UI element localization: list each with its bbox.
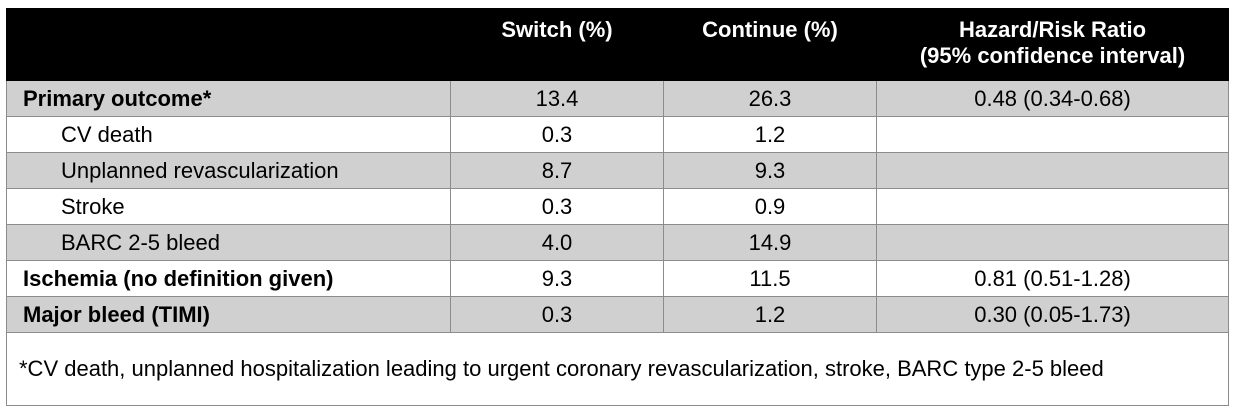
switch-value: 9.3 <box>450 260 664 297</box>
table-row-major-bleed: Major bleed (TIMI) 0.3 1.2 0.30 (0.05-1.… <box>6 296 1229 333</box>
row-label: Stroke <box>6 188 451 225</box>
ratio-value: 0.48 (0.34-0.68) <box>876 80 1229 117</box>
row-label: Primary outcome* <box>6 80 451 117</box>
row-label: CV death <box>6 116 451 153</box>
table-row-cv-death: CV death 0.3 1.2 <box>6 116 1229 153</box>
switch-value: 4.0 <box>450 224 664 261</box>
header-switch: Switch (%) <box>450 8 664 81</box>
table-row-primary-outcome: Primary outcome* 13.4 26.3 0.48 (0.34-0.… <box>6 80 1229 117</box>
row-label: Unplanned revascularization <box>6 152 451 189</box>
header-ratio-line1: Hazard/Risk Ratio <box>958 17 1147 42</box>
continue-value: 1.2 <box>663 296 877 333</box>
table-header: Switch (%) Continue (%) Hazard/Risk Rati… <box>6 8 1229 81</box>
switch-value: 0.3 <box>450 188 664 225</box>
switch-value: 8.7 <box>450 152 664 189</box>
table-row-stroke: Stroke 0.3 0.9 <box>6 188 1229 225</box>
continue-value: 14.9 <box>663 224 877 261</box>
switch-value: 0.3 <box>450 296 664 333</box>
table-row-unplanned-revascularization: Unplanned revascularization 8.7 9.3 <box>6 152 1229 189</box>
row-label: Major bleed (TIMI) <box>6 296 451 333</box>
continue-value: 9.3 <box>663 152 877 189</box>
header-row: Switch (%) Continue (%) Hazard/Risk Rati… <box>6 8 1229 81</box>
ratio-value <box>876 188 1229 225</box>
table-row-barc-bleed: BARC 2-5 bleed 4.0 14.9 <box>6 224 1229 261</box>
switch-value: 13.4 <box>450 80 664 117</box>
header-continue: Continue (%) <box>663 8 877 81</box>
table-body: Primary outcome* 13.4 26.3 0.48 (0.34-0.… <box>6 80 1229 406</box>
ratio-value <box>876 116 1229 153</box>
ratio-value <box>876 152 1229 189</box>
row-label: BARC 2-5 bleed <box>6 224 451 261</box>
header-ratio: Hazard/Risk Ratio (95% confidence interv… <box>876 8 1229 81</box>
footnote-row: *CV death, unplanned hospitalization lea… <box>6 332 1229 406</box>
continue-value: 26.3 <box>663 80 877 117</box>
continue-value: 0.9 <box>663 188 877 225</box>
header-empty-cell <box>6 8 451 81</box>
switch-value: 0.3 <box>450 116 664 153</box>
ratio-value: 0.81 (0.51-1.28) <box>876 260 1229 297</box>
table-row-ischemia: Ischemia (no definition given) 9.3 11.5 … <box>6 260 1229 297</box>
continue-value: 11.5 <box>663 260 877 297</box>
outcomes-table: Switch (%) Continue (%) Hazard/Risk Rati… <box>6 8 1229 406</box>
row-label: Ischemia (no definition given) <box>6 260 451 297</box>
continue-value: 1.2 <box>663 116 877 153</box>
ratio-value <box>876 224 1229 261</box>
footnote-text: *CV death, unplanned hospitalization lea… <box>6 332 1229 406</box>
header-ratio-line2: (95% confidence interval) <box>919 43 1186 68</box>
ratio-value: 0.30 (0.05-1.73) <box>876 296 1229 333</box>
